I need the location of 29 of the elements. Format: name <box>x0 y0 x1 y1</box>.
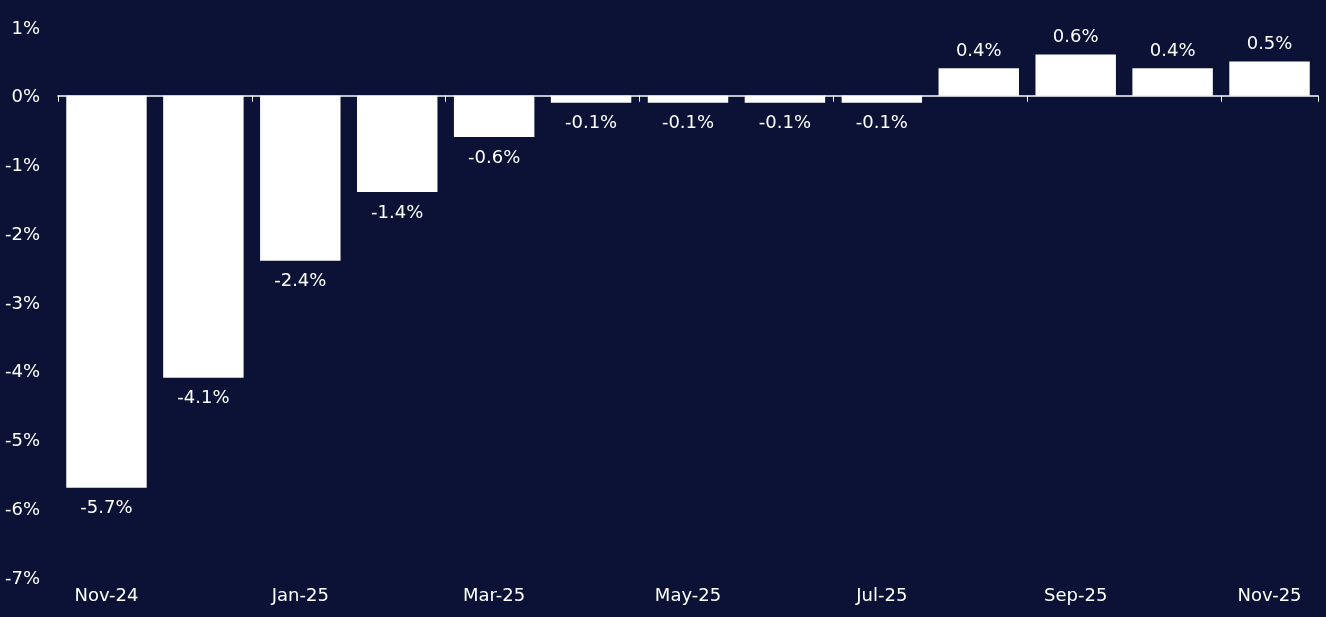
x-tick-label: May-25 <box>654 583 722 605</box>
y-tick-label: -1% <box>4 154 40 175</box>
data-label: -0.1% <box>855 111 908 133</box>
data-label: -0.1% <box>661 111 715 133</box>
y-tick-label: -6% <box>4 497 40 519</box>
data-label: 0.4% <box>955 38 1002 60</box>
x-tick-label: Jul-25 <box>855 583 908 605</box>
data-label: 0.5% <box>1246 31 1293 53</box>
y-tick-label: -2% <box>4 222 40 244</box>
y-tick-label: -4% <box>4 360 40 382</box>
data-label: -0.1% <box>758 111 812 133</box>
data-label: -1.4% <box>371 200 424 222</box>
data-label: 0.6% <box>1052 25 1099 46</box>
data-label: -0.6% <box>468 145 521 167</box>
data-label: -5.7% <box>80 496 133 518</box>
data-label: -2.4% <box>274 269 327 291</box>
x-tick-label: Nov-24 <box>74 583 139 605</box>
data-label: 0.4% <box>1149 38 1196 60</box>
data-label: -0.1% <box>564 111 618 133</box>
x-tick-label: Sep-25 <box>1044 583 1108 605</box>
x-tick-label: Mar-25 <box>463 583 526 605</box>
x-tick-label: Nov-25 <box>1237 583 1302 605</box>
y-tick-label: -3% <box>4 291 40 313</box>
data-label: -4.1% <box>177 386 230 408</box>
x-tick-label: Jan-25 <box>270 583 329 605</box>
y-tick-label: 1% <box>11 16 40 38</box>
y-tick-label: 0% <box>11 85 40 107</box>
y-tick-label: -7% <box>4 566 40 588</box>
y-tick-label: -5% <box>4 429 40 450</box>
